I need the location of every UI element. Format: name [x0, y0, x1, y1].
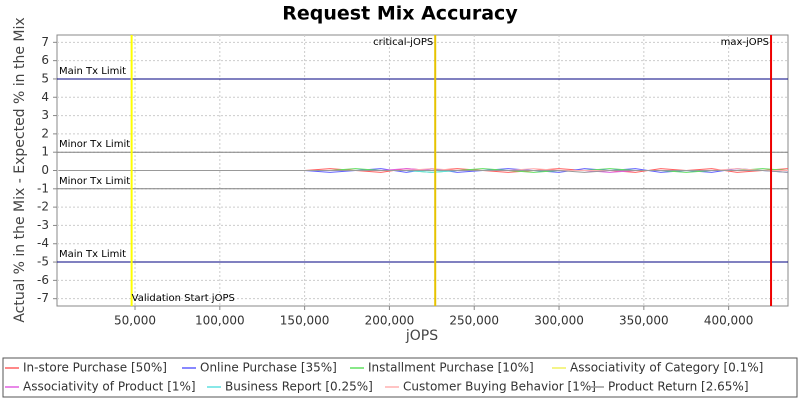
y-tick-label: 0: [41, 163, 49, 177]
y-tick-label: -2: [37, 200, 49, 214]
limit-label: Main Tx Limit: [59, 249, 126, 260]
x-tick-label: 350,000: [619, 314, 669, 328]
legend-label: Associativity of Category [0.1%]: [570, 361, 763, 375]
legend: [2, 357, 798, 398]
marker-label: max-jOPS: [721, 37, 769, 48]
y-tick-label: -6: [37, 273, 49, 287]
y-tick-label: 6: [41, 53, 49, 67]
x-tick-label: 400,000: [704, 314, 754, 328]
limit-label: Minor Tx Limit: [59, 176, 130, 187]
x-tick-label: 150,000: [280, 314, 330, 328]
y-tick-label: -5: [37, 255, 49, 269]
y-axis-label: Actual % in the Mix - Expected % in the …: [12, 17, 28, 322]
legend-label: Online Purchase [35%]: [200, 361, 337, 375]
y-tick-label: 2: [41, 126, 49, 140]
legend-label: Product Return [2.65%]: [608, 380, 749, 394]
y-tick-label: 4: [41, 90, 49, 104]
chart-title: Request Mix Accuracy: [282, 3, 518, 25]
x-tick-label: 250,000: [449, 314, 499, 328]
x-tick-label: 100,000: [195, 314, 245, 328]
x-tick-label: 200,000: [365, 314, 415, 328]
y-tick-label: -3: [37, 218, 49, 232]
legend-label: Customer Buying Behavior [1%]: [403, 380, 596, 394]
y-tick-label: -1: [37, 181, 49, 195]
legend-label: Associativity of Product [1%]: [23, 380, 196, 394]
y-tick-label: 5: [41, 71, 49, 85]
y-tick-label: -7: [37, 291, 49, 305]
limit-label: Minor Tx Limit: [59, 139, 130, 150]
y-tick-label: 3: [41, 108, 49, 122]
legend-label: In-store Purchase [50%]: [23, 361, 167, 375]
legend-label: Business Report [0.25%]: [225, 380, 373, 394]
x-tick-label: 300,000: [534, 314, 584, 328]
series-line: [58, 168, 789, 173]
limit-label: Main Tx Limit: [59, 66, 126, 77]
y-tick-label: -4: [37, 236, 49, 250]
series-line: [58, 170, 789, 173]
x-axis-label: jOPS: [405, 328, 438, 344]
marker-label: Validation Start jOPS: [132, 293, 235, 304]
marker-label: critical-jOPS: [373, 37, 433, 48]
x-tick-label: 50,000: [114, 314, 156, 328]
legend-label: Installment Purchase [10%]: [368, 361, 534, 375]
y-tick-label: 1: [41, 145, 49, 159]
y-tick-label: 7: [41, 35, 49, 49]
